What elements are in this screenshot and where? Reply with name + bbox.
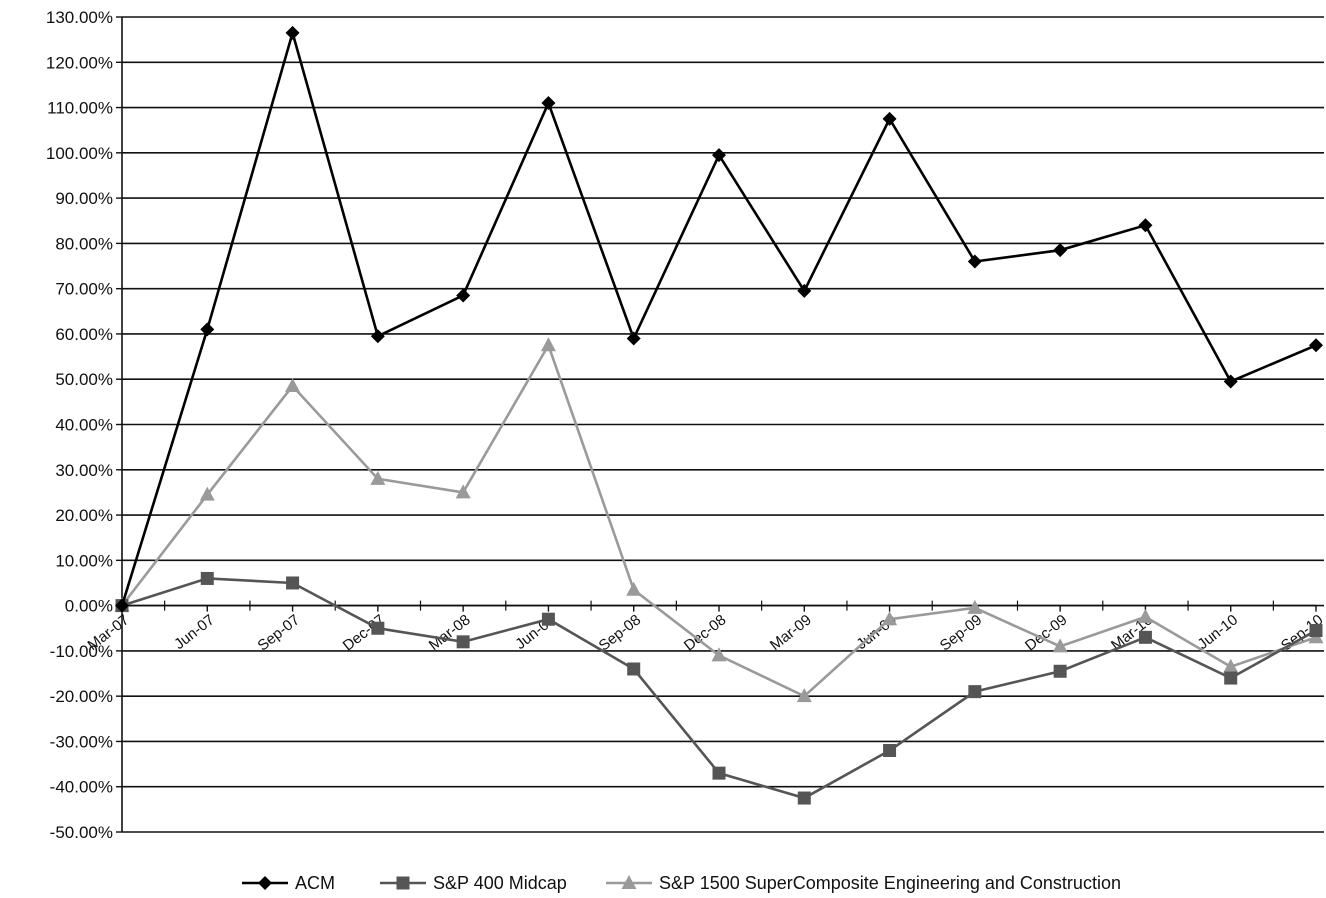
data-point-square	[627, 662, 641, 676]
data-point-triangle	[1223, 658, 1239, 673]
y-tick-label: 120.00%	[46, 53, 113, 72]
y-tick-label: -20.00%	[50, 687, 113, 706]
legend-marker	[396, 876, 410, 890]
y-tick-label: 0.00%	[65, 597, 113, 616]
x-tick-label: Jun-10	[1195, 611, 1242, 653]
data-point-square	[1309, 624, 1323, 638]
series-2	[114, 337, 1324, 703]
data-point-square	[371, 621, 385, 635]
y-tick-label: 100.00%	[46, 144, 113, 163]
data-point-triangle	[711, 647, 727, 662]
series-1	[115, 571, 1323, 805]
y-tick-label: 30.00%	[55, 461, 113, 480]
data-point-diamond	[541, 96, 556, 111]
x-tick-label: Sep-08	[596, 611, 645, 654]
data-point-triangle	[1137, 608, 1153, 623]
legend-label: S&P 400 Midcap	[433, 873, 567, 893]
legend-item: S&P 400 Midcap	[380, 873, 567, 893]
x-tick-label: Mar-09	[767, 611, 815, 654]
data-point-triangle	[967, 599, 983, 614]
data-point-triangle	[199, 486, 215, 501]
data-point-square	[712, 766, 726, 780]
data-point-square	[797, 791, 811, 805]
data-point-diamond	[456, 288, 471, 303]
x-tick-label: Jun-07	[171, 611, 218, 653]
legend-marker	[621, 875, 637, 889]
series-lines	[114, 25, 1324, 805]
data-point-diamond	[626, 331, 641, 346]
y-tick-label: 90.00%	[55, 189, 113, 208]
data-point-triangle	[455, 484, 471, 499]
y-tick-label: -30.00%	[50, 732, 113, 751]
y-tick-label: 130.00%	[46, 8, 113, 27]
y-tick-label: 80.00%	[55, 234, 113, 253]
y-tick-label: -50.00%	[50, 823, 113, 842]
data-point-diamond	[967, 254, 982, 269]
y-tick-label: -10.00%	[50, 642, 113, 661]
data-point-diamond	[200, 322, 215, 337]
data-point-square	[200, 571, 214, 585]
data-point-diamond	[1138, 218, 1153, 233]
legend-label: S&P 1500 SuperComposite Engineering and …	[659, 873, 1121, 893]
y-tick-label: 110.00%	[47, 99, 113, 118]
data-point-diamond	[285, 25, 300, 40]
data-point-triangle	[882, 611, 898, 626]
y-tick-label: 10.00%	[55, 551, 113, 570]
x-tick-label: Sep-09	[937, 611, 986, 654]
data-point-triangle	[370, 470, 386, 485]
legend-marker	[258, 876, 272, 890]
y-tick-label: 50.00%	[55, 370, 113, 389]
y-tick-label: 40.00%	[55, 416, 113, 435]
data-point-diamond	[882, 111, 897, 126]
data-point-diamond	[1053, 243, 1068, 258]
data-point-square	[968, 685, 982, 699]
data-point-square	[1138, 630, 1152, 644]
data-point-square	[541, 612, 555, 626]
legend-label: ACM	[295, 873, 335, 893]
data-point-diamond	[797, 283, 812, 298]
series-line	[120, 28, 1317, 606]
y-tick-label: 70.00%	[55, 280, 113, 299]
data-point-square	[1224, 671, 1238, 685]
y-tick-label: 20.00%	[55, 506, 113, 525]
data-point-triangle	[626, 581, 642, 596]
y-tick-label: -40.00%	[50, 778, 113, 797]
legend: ACM S&P 400 Midcap S&P 1500 SuperComposite…	[242, 873, 1121, 893]
data-point-triangle	[285, 378, 301, 393]
legend-item: ACM	[242, 873, 335, 893]
data-point-square	[883, 744, 897, 757]
data-point-triangle	[540, 337, 556, 352]
data-point-diamond	[1309, 338, 1323, 353]
data-point-square	[456, 635, 470, 649]
data-point-diamond	[370, 329, 385, 344]
y-axis: 130.00% 120.00% 110.00% 100.00% 90.00% 80.00%…	[46, 8, 123, 842]
data-point-square	[286, 576, 300, 590]
series-0	[115, 25, 1323, 613]
data-point-triangle	[1052, 638, 1068, 653]
data-point-diamond	[115, 598, 129, 613]
data-point-triangle	[796, 688, 812, 703]
data-point-square	[1053, 664, 1067, 678]
data-point-diamond	[712, 148, 726, 163]
gridlines	[122, 16, 1324, 833]
data-point-diamond	[1223, 374, 1238, 389]
legend-item: S&P 1500 SuperComposite Engineering and …	[606, 873, 1121, 893]
series-line	[120, 342, 1317, 698]
x-tick-label: Sep-07	[254, 611, 303, 654]
y-tick-label: 60.00%	[55, 325, 113, 344]
